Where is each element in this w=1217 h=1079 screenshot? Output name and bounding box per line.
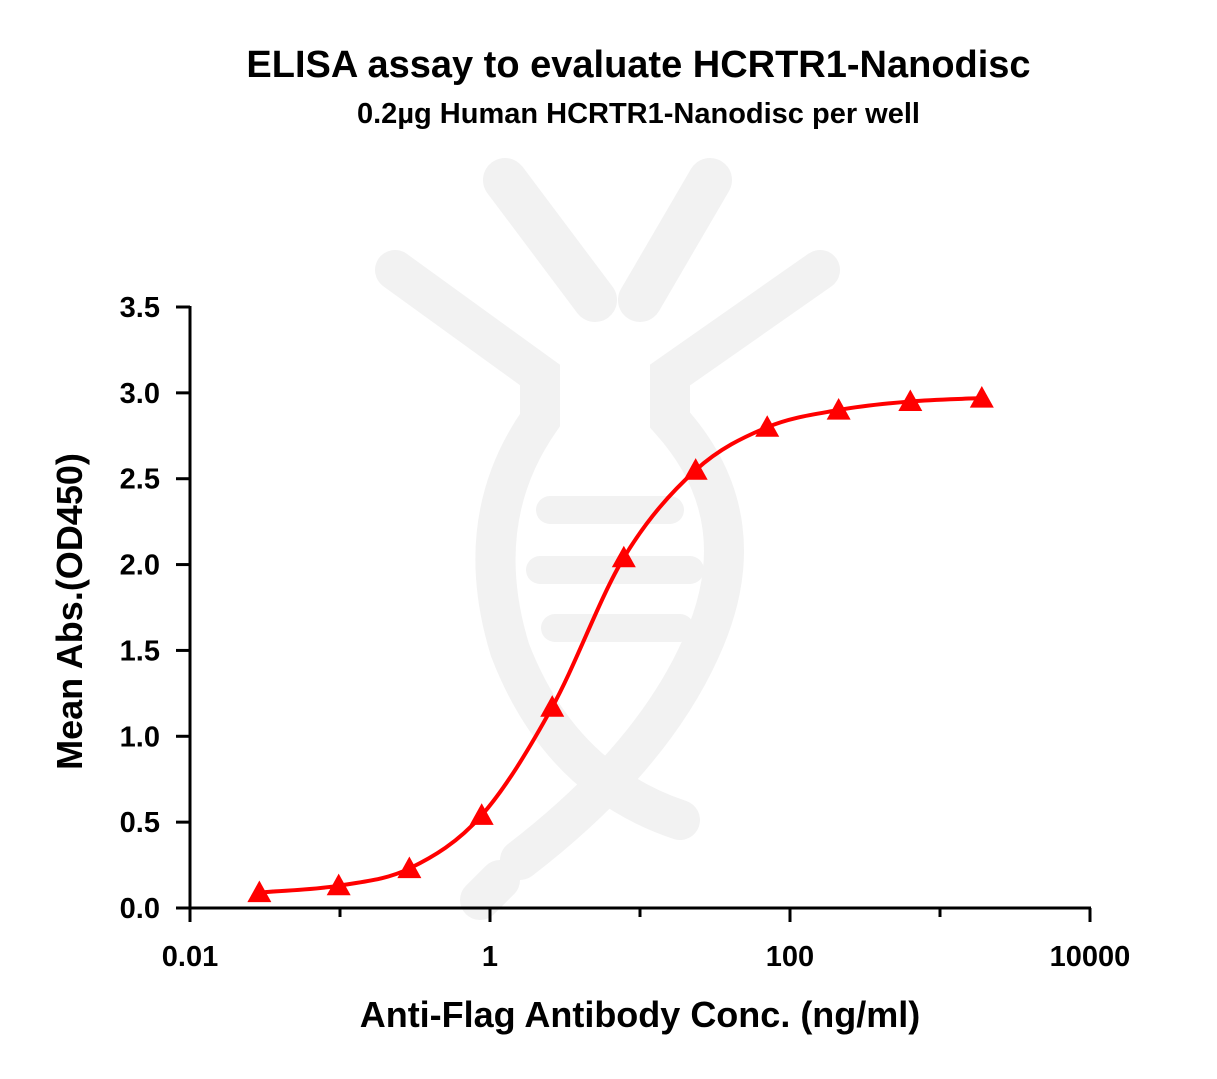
y-axis-label: Mean Abs.(OD450) — [49, 453, 90, 770]
x-tick-label: 100 — [766, 941, 814, 973]
data-point-triangle — [826, 398, 851, 420]
data-point-triangle — [540, 695, 565, 717]
y-tick-label: 0.0 — [120, 893, 160, 925]
data-point-triangle — [469, 803, 494, 825]
x-tick-label: 0.01 — [162, 941, 218, 973]
data-point-triangle — [755, 415, 780, 437]
data-point-triangle — [326, 873, 351, 896]
watermark-logo — [375, 158, 840, 920]
y-tick-label: 2.0 — [120, 550, 160, 582]
y-tick-label: 3.5 — [120, 292, 160, 324]
data-point-triangle — [969, 386, 994, 408]
y-tick-label: 3.0 — [120, 378, 160, 410]
plot-area — [247, 386, 994, 903]
y-tick-label: 1.0 — [120, 721, 160, 753]
chart-title: ELISA assay to evaluate HCRTR1-Nanodisc — [246, 44, 1031, 86]
data-point-triangle — [611, 545, 636, 568]
data-point-triangle — [247, 880, 272, 903]
data-point-triangle — [397, 856, 422, 879]
data-point-triangle — [898, 389, 923, 412]
y-tick-label: 2.5 — [120, 464, 160, 496]
data-point-triangle — [683, 458, 708, 480]
fit-curve — [259, 396, 982, 895]
x-tick-label: 1 — [482, 941, 498, 973]
y-tick-label: 1.5 — [120, 635, 160, 667]
x-axis-label: Anti-Flag Antibody Conc. (ng/ml) — [360, 994, 921, 1035]
chart-subtitle: 0.2µg Human HCRTR1-Nanodisc per well — [357, 98, 920, 130]
x-tick-label: 10000 — [1050, 941, 1131, 973]
y-tick-label: 0.5 — [120, 807, 160, 839]
axes: 0.0 0.5 1.0 1.5 2.0 2.5 3.0 3.5 0.01 1 100 10000 — [120, 292, 1131, 973]
